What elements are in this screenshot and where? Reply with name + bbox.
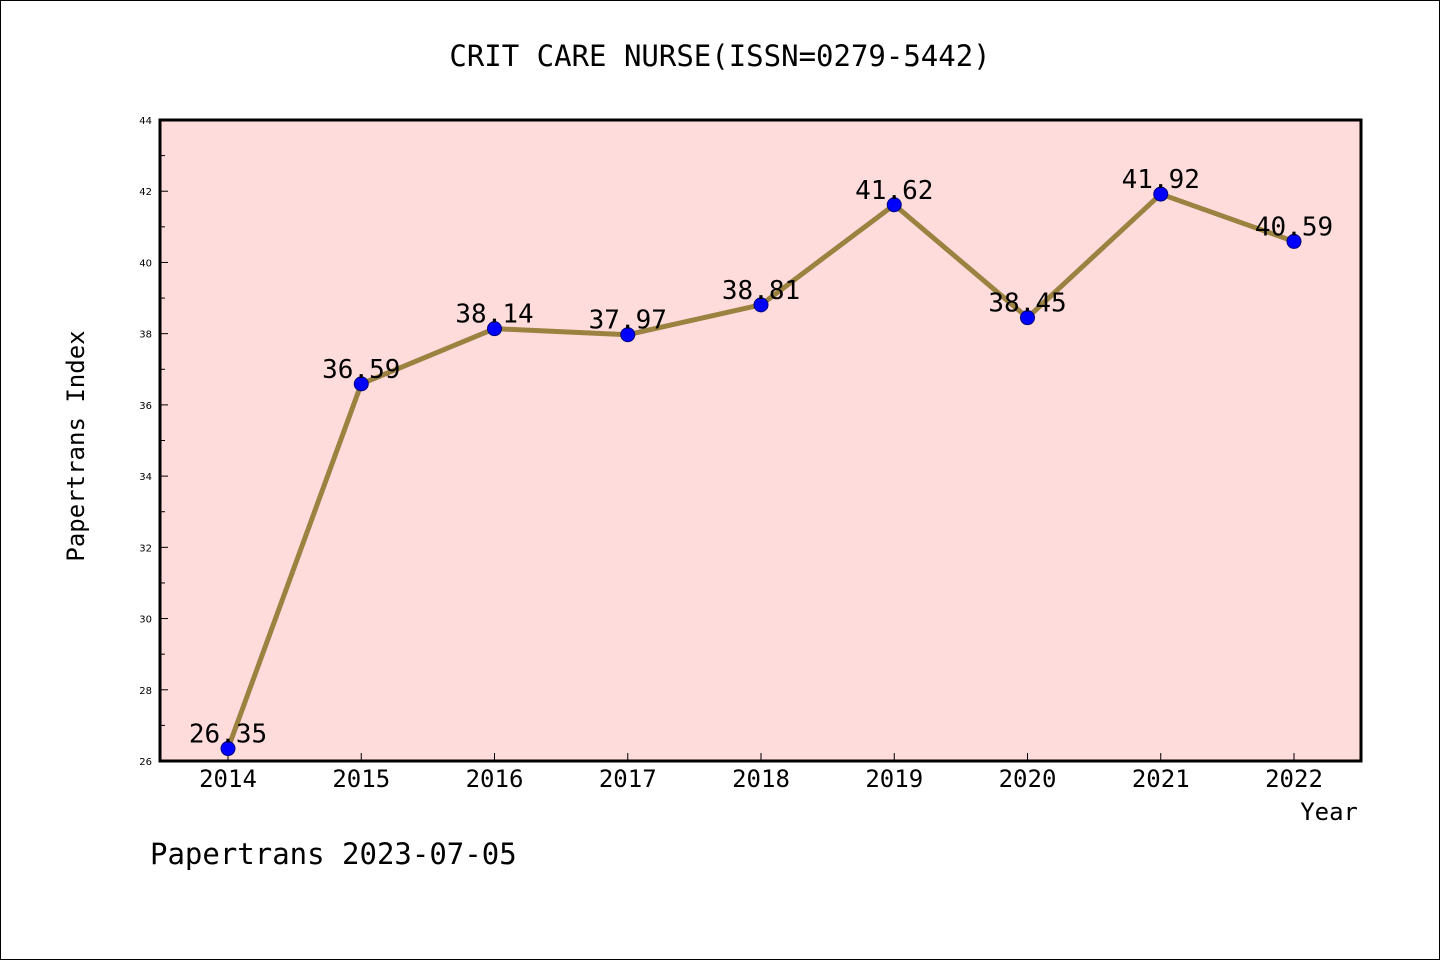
x-tick-label: 2020 — [999, 765, 1057, 793]
y-tick-label: 30 — [139, 615, 152, 626]
data-label: 40.59 — [1255, 212, 1333, 242]
data-point — [1286, 233, 1302, 249]
y-tick-label: 26 — [139, 757, 152, 768]
footer-text: Papertrans 2023-07-05 — [150, 837, 517, 871]
data-label: 36.59 — [322, 355, 400, 385]
x-tick-label: 2014 — [199, 765, 257, 793]
data-label: 38.14 — [455, 300, 533, 330]
data-labels: 26.35 36.59 38.14 37.97 38.81 41.62 38.45 41.92… — [189, 165, 1333, 749]
x-tick-label: 2015 — [332, 765, 390, 793]
data-label: 26.35 — [189, 720, 267, 750]
series — [220, 186, 1302, 757]
data-point — [1153, 186, 1169, 202]
data-label: 41.92 — [1122, 165, 1200, 195]
y-tick-label: 28 — [139, 686, 152, 697]
data-point — [1020, 310, 1035, 326]
data-label: 37.97 — [589, 306, 667, 336]
y-tick-label: 40 — [139, 258, 152, 269]
x-axis: 2014 2015 2016 2017 2018 2019 2020 2021 2022 — [199, 753, 1323, 793]
x-tick-label: 2019 — [865, 765, 923, 793]
x-tick-label: 2022 — [1265, 765, 1323, 793]
y-tick-label: 42 — [139, 187, 152, 198]
y-tick-label: 36 — [139, 401, 152, 412]
chart-title: CRIT CARE NURSE(ISSN=0279-5442) — [449, 39, 990, 73]
data-point — [220, 741, 236, 757]
y-tick-label: 34 — [139, 472, 152, 483]
data-point — [353, 376, 369, 392]
y-axis-label: Papertrans Index — [62, 330, 90, 561]
data-point — [487, 321, 502, 337]
x-tick-label: 2018 — [732, 765, 790, 793]
y-tick-label: 44 — [139, 116, 152, 127]
y-tick-label: 38 — [139, 330, 152, 341]
data-point — [620, 327, 636, 343]
data-label: 38.81 — [722, 276, 800, 306]
plot-area — [158, 118, 1363, 763]
x-tick-label: 2021 — [1132, 765, 1190, 793]
data-point — [753, 297, 769, 313]
x-axis-label: Year — [1300, 798, 1358, 826]
data-label: 38.45 — [988, 289, 1066, 319]
y-axis: 26 28 30 32 34 36 38 40 42 44 — [139, 116, 168, 768]
x-tick-label: 2017 — [599, 765, 657, 793]
y-tick-label: 32 — [139, 543, 152, 554]
x-tick-label: 2016 — [466, 765, 524, 793]
data-label: 41.62 — [855, 176, 933, 206]
data-point — [886, 197, 902, 213]
